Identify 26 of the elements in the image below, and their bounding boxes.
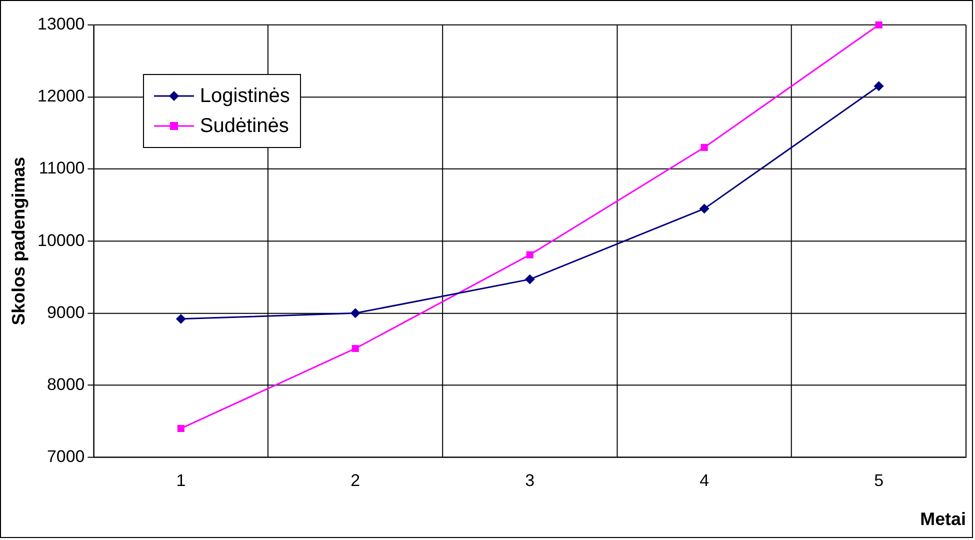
x-tick-label: 1 xyxy=(176,471,186,490)
y-tick-label: 11000 xyxy=(38,158,85,178)
point xyxy=(526,251,534,258)
y-tick-label: 13000 xyxy=(38,14,85,34)
legend-label: Logistinės xyxy=(200,84,290,109)
x-tick-label: 2 xyxy=(350,471,360,490)
x-tick-label: 3 xyxy=(525,471,535,490)
y-tick-label: 8000 xyxy=(46,374,85,394)
x-tick-label: 4 xyxy=(700,471,710,490)
point xyxy=(352,344,359,352)
point xyxy=(524,274,535,284)
y-tick-label: 9000 xyxy=(46,302,85,322)
legend-label: Sudėtinės xyxy=(200,114,289,139)
x-tick-label: 5 xyxy=(874,471,884,490)
point xyxy=(875,21,882,28)
point xyxy=(350,308,360,318)
y-tick-label: 12000 xyxy=(38,86,85,106)
point xyxy=(699,204,710,214)
point xyxy=(874,81,884,92)
point xyxy=(700,144,708,151)
point xyxy=(177,424,184,432)
y-tick-label: 10000 xyxy=(38,230,85,250)
y-tick-label: 7000 xyxy=(46,446,85,466)
point xyxy=(176,314,186,324)
x-axis-title: Metai xyxy=(920,509,966,530)
y-axis-title: Skolos padengimas xyxy=(8,156,29,326)
